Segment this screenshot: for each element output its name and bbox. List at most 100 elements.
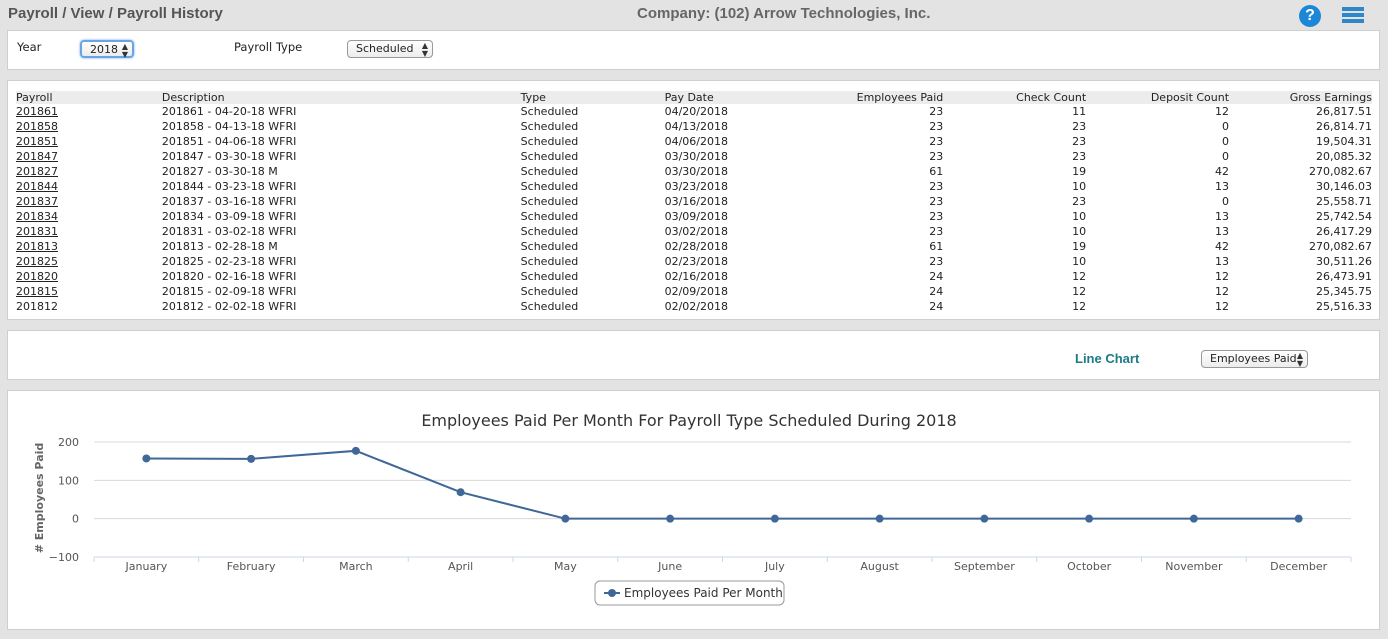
column-header-pay-date[interactable]: Pay Date <box>664 91 792 104</box>
series-line <box>146 449 1299 520</box>
data-point <box>875 514 884 523</box>
data-point <box>980 514 989 523</box>
column-header-gross-earnings[interactable]: Gross Earnings <box>1229 91 1372 104</box>
column-header-deposit-count[interactable]: Deposit Count <box>1086 91 1230 104</box>
list-menu-icon[interactable] <box>1342 7 1364 25</box>
select-arrows-icon: ▲ ▼ <box>121 42 128 59</box>
table-row: 201815 201815 - 02-09-18 WFRI Scheduled 02/… <box>16 284 1372 299</box>
data-point <box>1294 514 1303 523</box>
cell-gross-earnings: 25,516.33 <box>1316 300 1372 313</box>
payroll-link[interactable]: 201844 <box>16 180 58 193</box>
column-header-description[interactable]: Description <box>161 91 521 104</box>
cell-employees-paid: 23 <box>929 225 944 238</box>
y-axis-label: # Employees Paid <box>33 443 46 554</box>
chart-metric-select[interactable]: Employees Paid ▲ ▼ <box>1201 350 1308 368</box>
payroll-type-label: Payroll Type <box>234 40 303 54</box>
payroll-link[interactable]: 201858 <box>16 120 58 133</box>
cell-pay-date: 03/30/2018 <box>664 150 728 163</box>
cell-description: 201847 - 03-30-18 WFRI <box>161 150 297 163</box>
x-tick-label: February <box>227 560 276 573</box>
cell-type: Scheduled <box>520 120 579 133</box>
payroll-link[interactable]: 201820 <box>16 270 58 283</box>
cell-payroll: 201831 <box>16 224 162 239</box>
cell-check-count: 12 <box>1072 270 1087 283</box>
column-header-employees-paid[interactable]: Employees Paid <box>791 91 944 104</box>
payroll-type-select-value: Scheduled <box>356 42 414 55</box>
data-point <box>770 514 779 523</box>
cell-gross-earnings: 30,511.26 <box>1316 255 1372 268</box>
cell-description: 201851 - 04-06-18 WFRI <box>161 135 297 148</box>
cell-check-count: 23 <box>1072 135 1087 148</box>
cell-check-count: 23 <box>1072 195 1087 208</box>
data-point <box>1085 514 1094 523</box>
cell-pay-date: 02/02/2018 <box>664 300 728 313</box>
table-row: 201847 201847 - 03-30-18 WFRI Scheduled 03/… <box>16 149 1372 164</box>
cell-description: 201812 - 02-02-18 WFRI <box>161 300 297 313</box>
cell-deposit-count: 13 <box>1215 225 1230 238</box>
cell-check-count: 23 <box>1072 150 1087 163</box>
cell-check-count: 19 <box>1072 165 1087 178</box>
cell-check-count: 11 <box>1072 105 1087 118</box>
cell-payroll: 201861 <box>16 104 162 119</box>
table-row: 201813 201813 - 02-28-18 M Scheduled 02/28/… <box>16 239 1372 254</box>
cell-pay-date: 03/16/2018 <box>664 195 728 208</box>
payroll-link[interactable]: 201831 <box>16 225 58 238</box>
cell-deposit-count: 13 <box>1215 180 1230 193</box>
y-tick-label: −100 <box>49 551 79 564</box>
cell-check-count: 10 <box>1072 255 1087 268</box>
payroll-link[interactable]: 201827 <box>16 165 58 178</box>
cell-employees-paid: 61 <box>929 165 944 178</box>
cell-gross-earnings: 25,558.71 <box>1316 195 1372 208</box>
cell-check-count: 10 <box>1072 225 1087 238</box>
cell-gross-earnings: 30,146.03 <box>1316 180 1372 193</box>
cell-description: 201820 - 02-16-18 WFRI <box>161 270 297 283</box>
x-tick-label: November <box>1165 560 1223 573</box>
payroll-link[interactable]: 201813 <box>16 240 58 253</box>
column-header-payroll[interactable]: Payroll <box>16 91 162 104</box>
chart-controls-panel: Line Chart Employees Paid ▲ ▼ <box>7 330 1380 380</box>
year-select-value: 2018 <box>90 43 118 56</box>
cell-payroll: 201827 <box>16 164 162 179</box>
chart-title: Employees Paid Per Month For Payroll Typ… <box>421 411 956 430</box>
cell-check-count: 12 <box>1072 285 1087 298</box>
payroll-link[interactable]: 201837 <box>16 195 58 208</box>
cell-gross-earnings: 19,504.31 <box>1316 135 1372 148</box>
cell-description: 201861 - 04-20-18 WFRI <box>161 105 297 118</box>
cell-payroll: 201825 <box>16 254 162 269</box>
menu-bar <box>1342 19 1364 23</box>
payroll-link[interactable]: 201825 <box>16 255 58 268</box>
x-tick-label: May <box>554 560 577 573</box>
table-row: 201861 201861 - 04-20-18 WFRI Scheduled 04/… <box>16 104 1372 119</box>
year-select[interactable]: 2018 ▲ ▼ <box>80 40 134 59</box>
payroll-link[interactable]: 201851 <box>16 135 58 148</box>
column-header-check-count[interactable]: Check Count <box>943 91 1087 104</box>
cell-pay-date: 03/23/2018 <box>664 180 728 193</box>
cell-gross-earnings: 270,082.67 <box>1309 165 1372 178</box>
company-name: Company: (102) Arrow Technologies, Inc. <box>637 5 931 22</box>
question-circle-icon[interactable]: ? <box>1299 5 1321 27</box>
cell-type: Scheduled <box>520 210 579 223</box>
payroll-link[interactable]: 201815 <box>16 285 58 298</box>
cell-payroll: 201834 <box>16 209 162 224</box>
legend-marker <box>608 589 616 597</box>
payroll-link[interactable]: 201834 <box>16 210 58 223</box>
cell-check-count: 23 <box>1072 120 1087 133</box>
cell-gross-earnings: 26,473.91 <box>1316 270 1372 283</box>
x-tick-label: January <box>125 560 168 573</box>
column-header-type[interactable]: Type <box>520 91 665 104</box>
cell-description: 201813 - 02-28-18 M <box>161 240 278 253</box>
payroll-type-select[interactable]: Scheduled ▲ ▼ <box>347 40 433 58</box>
cell-pay-date: 04/13/2018 <box>664 120 728 133</box>
cell-type: Scheduled <box>520 135 579 148</box>
breadcrumb: Payroll / View / Payroll History <box>8 5 223 22</box>
payroll-link[interactable]: 201847 <box>16 150 58 163</box>
cell-type: Scheduled <box>520 225 579 238</box>
cell-payroll: 201844 <box>16 179 162 194</box>
cell-gross-earnings: 270,082.67 <box>1309 240 1372 253</box>
cell-deposit-count: 12 <box>1215 270 1230 283</box>
cell-employees-paid: 61 <box>929 240 944 253</box>
cell-employees-paid: 23 <box>929 135 944 148</box>
payroll-link[interactable]: 201861 <box>16 105 58 118</box>
menu-bar <box>1342 13 1364 17</box>
cell-employees-paid: 24 <box>929 270 944 283</box>
